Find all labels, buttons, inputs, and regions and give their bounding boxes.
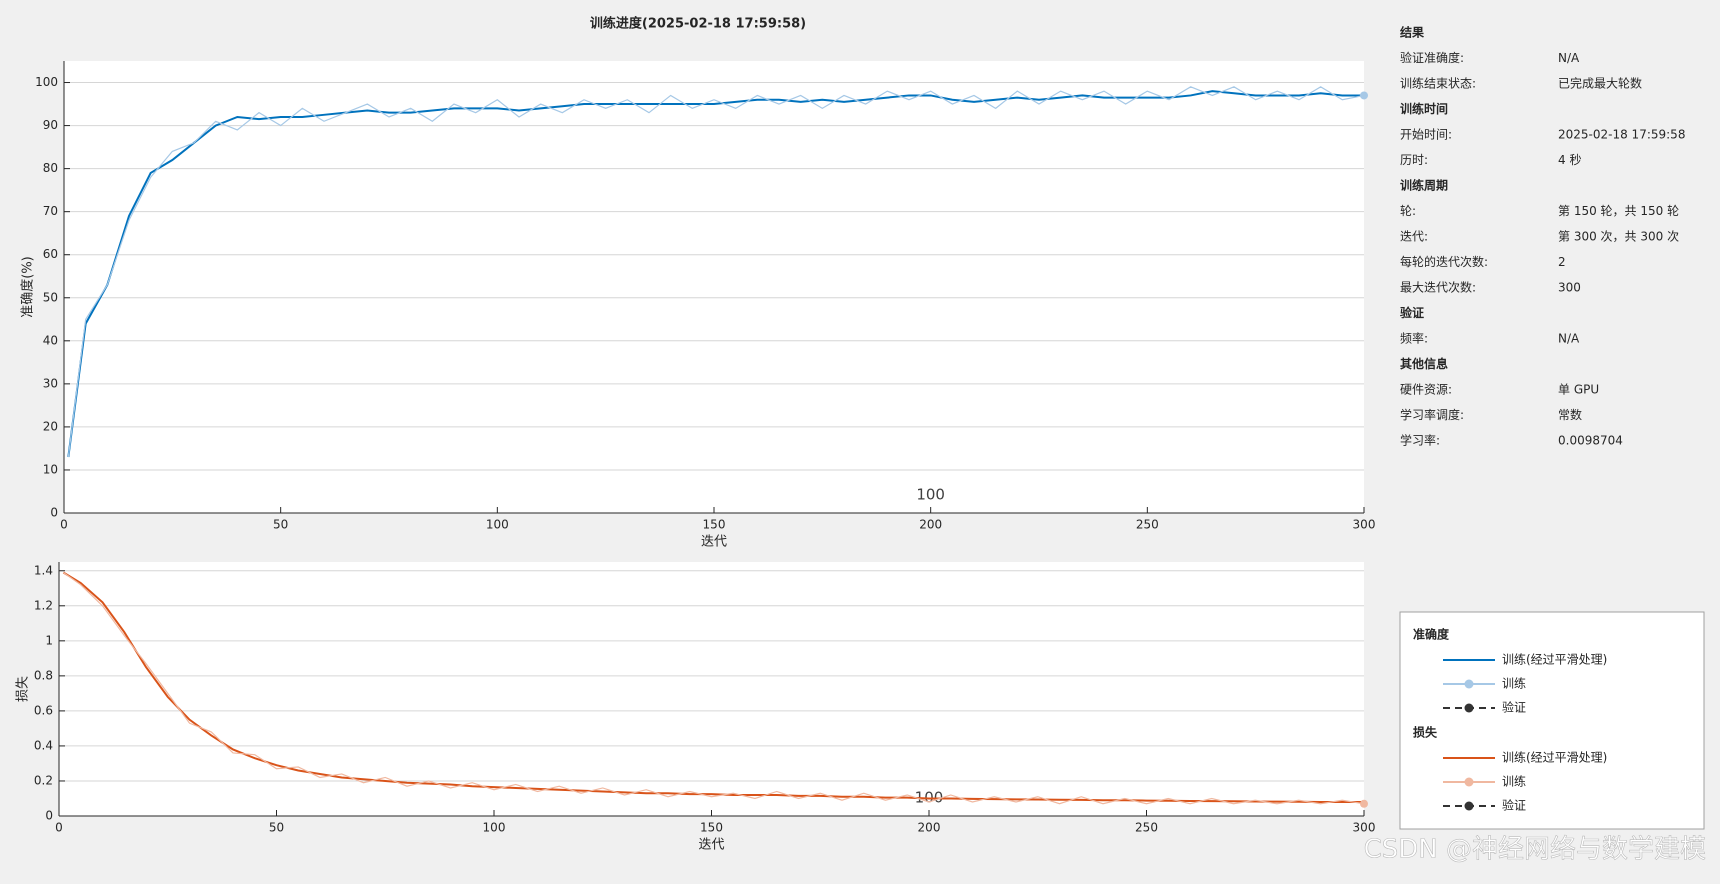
y-tick-label: 0 [45,809,53,823]
y-tick-label: 100 [35,75,58,89]
legend-label: 训练(经过平滑处理) [1502,750,1607,765]
y-tick-label: 50 [43,290,58,304]
section-title: 验证 [1400,305,1424,320]
x-tick-label: 300 [1353,518,1376,532]
y-axis-label: 损失 [16,676,31,702]
x-tick-label: 150 [703,518,726,532]
plot-area [59,562,1364,816]
annotation: 100 [916,486,945,504]
y-axis-label: 准确度(%) [20,256,36,318]
x-tick-label: 200 [919,518,942,532]
info-label: 最大迭代次数: [1400,280,1476,295]
info-label: 每轮的迭代次数: [1400,254,1488,269]
legend-marker [1464,679,1474,689]
info-value: 单 GPU [1558,383,1599,397]
y-tick-label: 0.4 [34,738,53,752]
legend-title: 准确度 [1413,627,1450,642]
x-tick-label: 0 [60,518,68,532]
info-label: 迭代: [1400,230,1428,244]
x-tick-label: 300 [1353,821,1376,835]
series-line [67,86,1365,458]
y-tick-label: 10 [43,462,58,476]
y-tick-label: 70 [43,204,58,218]
info-value: 第 300 次，共 300 次 [1558,230,1679,244]
y-tick-label: 0 [50,506,58,520]
x-tick-label: 250 [1135,821,1158,835]
x-tick-label: 250 [1136,518,1159,532]
y-tick-label: 20 [43,419,58,433]
info-value: 300 [1558,281,1581,295]
legend-label: 训练 [1502,676,1526,691]
y-tick-label: 60 [43,247,58,261]
info-label: 验证准确度: [1400,50,1464,65]
x-axis-label: 迭代 [701,535,727,550]
x-tick-label: 150 [700,821,723,835]
watermark: CSDN @神经网络与数学建模 [1364,835,1706,865]
section-title: 训练周期 [1400,178,1448,193]
info-value: 0.0098704 [1558,434,1623,448]
y-tick-label: 80 [43,161,58,175]
x-tick-label: 100 [486,518,509,532]
info-label: 开始时间: [1400,128,1452,142]
info-value: 4 秒 [1558,153,1581,167]
legend-box [1399,611,1705,830]
x-tick-label: 50 [269,821,284,835]
y-tick-label: 1.2 [34,598,53,612]
legend-label: 验证 [1502,798,1526,813]
info-value: 已完成最大轮数 [1558,76,1642,91]
last-point [1360,799,1368,808]
info-label: 历时: [1400,153,1428,167]
y-tick-label: 1.4 [34,563,53,577]
x-axis-label: 迭代 [698,838,724,853]
plot-area [64,61,1364,513]
y-tick-label: 0.2 [34,773,53,787]
x-tick-label: 50 [273,518,288,532]
series-line [62,571,1364,803]
legend-label: 训练 [1502,774,1526,789]
y-tick-label: 90 [43,118,58,132]
y-tick-label: 0.6 [34,703,53,717]
series-line [67,90,1364,458]
info-label: 轮: [1400,204,1416,218]
info-value: 2025-02-18 17:59:58 [1558,128,1685,142]
x-tick-label: 100 [483,821,506,835]
chart-title: 训练进度(2025-02-18 17:59:58) [590,16,806,32]
info-value: 第 150 轮，共 150 轮 [1558,204,1679,218]
legend-marker [1464,801,1474,811]
info-label: 频率: [1400,331,1428,346]
section-title: 其他信息 [1400,356,1448,371]
info-label: 硬件资源: [1400,383,1452,397]
y-tick-label: 40 [43,333,58,347]
section-title: 结果 [1400,25,1424,40]
info-value: N/A [1558,51,1580,65]
y-tick-label: 30 [43,376,58,390]
last-point [1360,91,1368,100]
x-tick-label: 0 [55,821,63,835]
legend-label: 验证 [1502,700,1526,715]
x-tick-label: 200 [918,821,941,835]
info-label: 训练结束状态: [1400,76,1476,91]
legend-marker [1464,777,1474,787]
info-value: N/A [1558,332,1580,346]
section-title: 训练时间 [1400,101,1448,116]
info-value: 2 [1558,255,1566,269]
legend-title: 损失 [1413,725,1438,740]
y-tick-label: 1 [45,633,53,647]
info-label: 学习率: [1400,433,1440,448]
info-label: 学习率调度: [1400,407,1464,422]
legend-label: 训练(经过平滑处理) [1502,652,1607,667]
series-line [63,572,1365,805]
info-value: 常数 [1558,407,1582,422]
y-tick-label: 0.8 [34,668,53,682]
legend-marker [1464,703,1474,713]
